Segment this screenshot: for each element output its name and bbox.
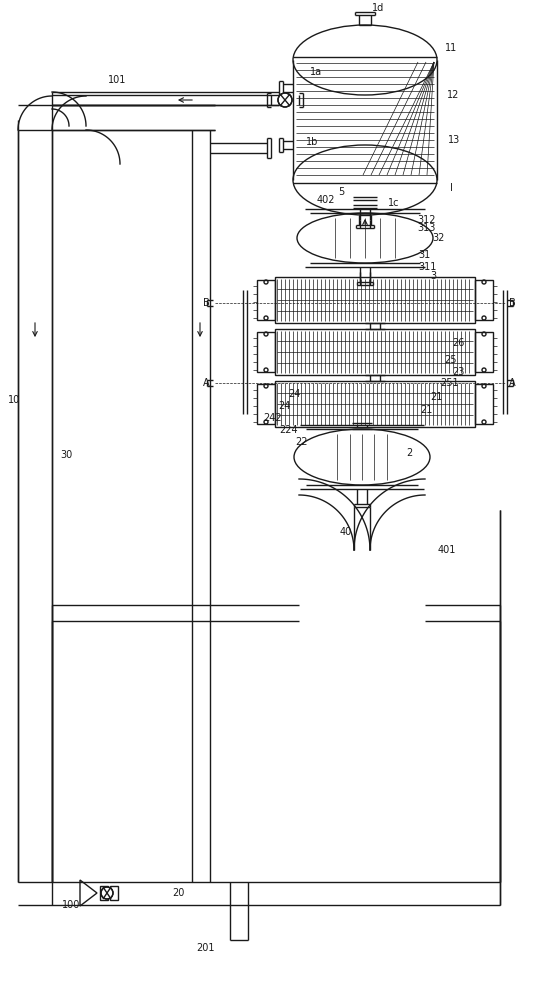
- Bar: [275, 329, 475, 375]
- Text: 224: 224: [279, 425, 298, 435]
- Text: A: A: [509, 378, 515, 388]
- Text: B: B: [509, 298, 516, 308]
- Text: A: A: [203, 378, 210, 388]
- Text: 401: 401: [438, 545, 456, 555]
- Text: 21: 21: [420, 405, 433, 415]
- Bar: [275, 381, 475, 427]
- Text: 312: 312: [417, 215, 435, 225]
- Text: 21: 21: [430, 392, 442, 402]
- Text: 2: 2: [406, 448, 412, 458]
- Bar: [110, 886, 118, 900]
- Bar: [475, 332, 493, 372]
- Text: 32: 32: [432, 233, 444, 243]
- Bar: [257, 280, 275, 320]
- Text: 40: 40: [340, 527, 352, 537]
- Text: 313: 313: [417, 223, 435, 233]
- Bar: [475, 280, 493, 320]
- Text: 10: 10: [8, 395, 20, 405]
- Bar: [100, 886, 108, 900]
- Text: 3: 3: [430, 271, 436, 281]
- Text: 100: 100: [62, 900, 80, 910]
- Text: 13: 13: [448, 135, 460, 145]
- Bar: [257, 332, 275, 372]
- Text: 22: 22: [295, 437, 308, 447]
- Text: 23: 23: [452, 367, 464, 377]
- Bar: [275, 277, 475, 323]
- Text: 11: 11: [445, 43, 457, 53]
- Circle shape: [278, 93, 292, 107]
- Text: 251: 251: [440, 378, 458, 388]
- Text: 31: 31: [418, 250, 430, 260]
- Text: 25: 25: [444, 355, 457, 365]
- Text: 242: 242: [263, 413, 281, 423]
- Text: I: I: [450, 183, 453, 193]
- Text: 1c: 1c: [388, 198, 400, 208]
- Text: 1d: 1d: [372, 3, 384, 13]
- Text: 402: 402: [317, 195, 336, 205]
- Text: 24: 24: [278, 401, 291, 411]
- Text: 24: 24: [288, 389, 300, 399]
- Text: 12: 12: [447, 90, 459, 100]
- Text: 30: 30: [60, 450, 72, 460]
- Circle shape: [101, 887, 113, 899]
- Text: 101: 101: [108, 75, 126, 85]
- Text: 1b: 1b: [306, 137, 318, 147]
- Text: 1a: 1a: [310, 67, 322, 77]
- Bar: [257, 384, 275, 424]
- Text: 5: 5: [338, 187, 344, 197]
- Text: 311: 311: [418, 262, 436, 272]
- Bar: [475, 384, 493, 424]
- Text: 20: 20: [172, 888, 185, 898]
- Text: 201: 201: [196, 943, 215, 953]
- Text: 26: 26: [452, 338, 464, 348]
- Text: B: B: [203, 298, 210, 308]
